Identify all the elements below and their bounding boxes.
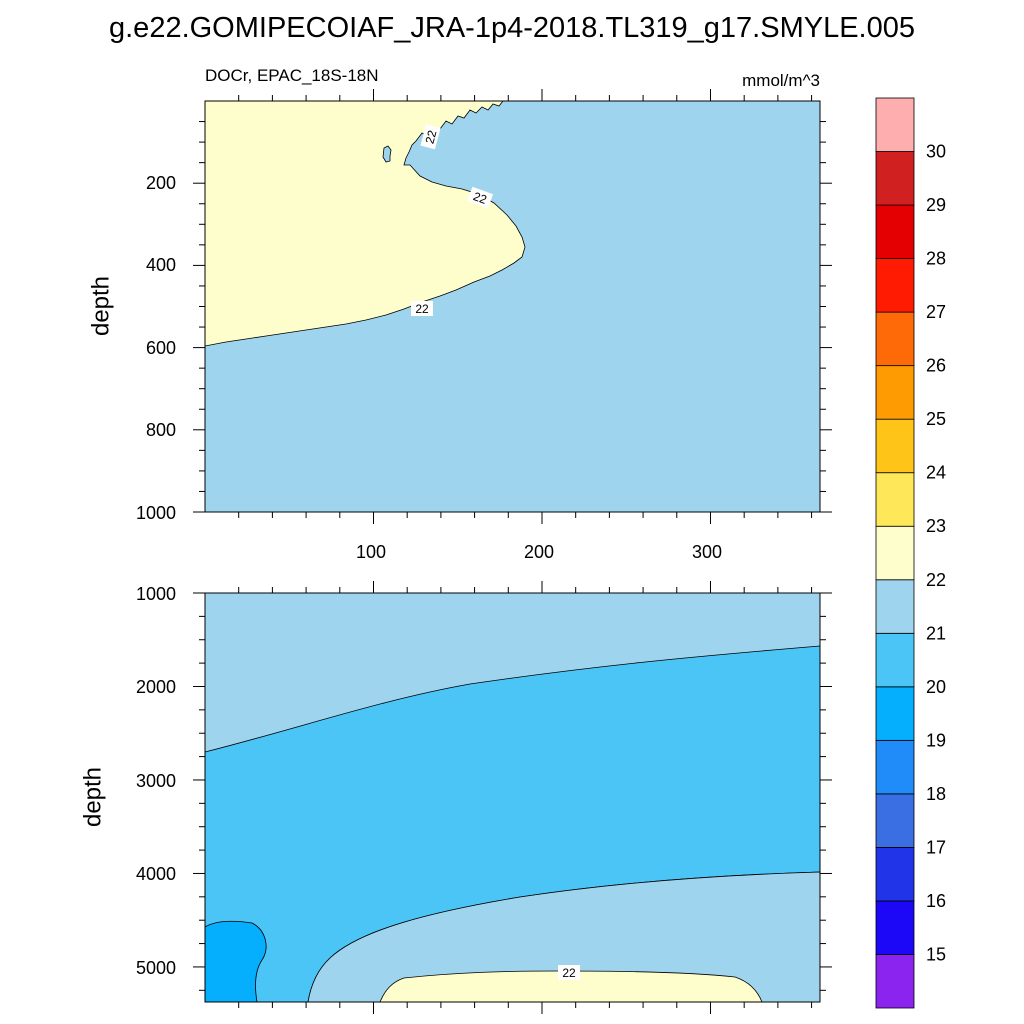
top-x-tick-200: 200	[524, 542, 554, 562]
colorbar-box	[875, 954, 915, 1009]
bottom-y-tick-3000: 3000	[136, 771, 176, 791]
top-y-tick-200: 200	[146, 173, 176, 193]
colorbar-label: 18	[926, 784, 946, 804]
colorbar-label: 30	[926, 142, 946, 162]
top-panel-variable-label: DOCr, EPAC_18S-18N	[205, 66, 379, 85]
colorbar-box	[875, 793, 915, 848]
colorbar-box	[875, 686, 915, 741]
colorbar-box	[875, 97, 915, 152]
bottom-tick-marks	[193, 581, 832, 1014]
svg-text:22: 22	[471, 189, 489, 207]
colorbar-label: 26	[926, 356, 946, 376]
colorbar-box	[875, 900, 915, 955]
bottom-y-tick-5000: 5000	[136, 958, 176, 978]
top-panel-units-label: mmol/m^3	[742, 71, 820, 90]
bottom-region-19	[205, 920, 267, 1002]
top-contour-label-1: 22	[420, 124, 441, 150]
top-region-22	[205, 101, 526, 347]
colorbar-box	[875, 525, 915, 581]
colorbar-label: 25	[926, 409, 946, 429]
colorbar-label: 28	[926, 249, 946, 269]
colorbar-label: 15	[926, 944, 946, 964]
top-x-tick-300: 300	[692, 542, 722, 562]
colorbar-label: 23	[926, 516, 946, 536]
bottom-plot-frame	[204, 592, 821, 1003]
colorbar-box	[875, 579, 915, 634]
top-panel: DOCr, EPAC_18S-18N mmol/m^3 22 22 22 200…	[87, 66, 832, 562]
colorbar-label: 16	[926, 891, 946, 911]
svg-text:22: 22	[562, 966, 576, 980]
top-y-axis-label: depth	[87, 276, 114, 336]
colorbar-label: 24	[926, 463, 946, 483]
bottom-y-axis-label: depth	[79, 767, 106, 827]
figure-title: g.e22.GOMIPECOIAF_JRA-1p4-2018.TL319_g17…	[109, 12, 915, 44]
top-small-blob	[382, 145, 392, 163]
colorbar-box	[875, 632, 915, 688]
top-tick-marks	[193, 89, 832, 524]
colorbar-box	[875, 847, 915, 902]
colorbar-label: 27	[926, 302, 946, 322]
top-y-tick-400: 400	[146, 255, 176, 275]
top-x-tick-100: 100	[356, 542, 386, 562]
svg-text:22: 22	[415, 302, 429, 316]
bottom-panel: 22 1000 2000 3000 4000 5000 depth	[79, 581, 832, 1014]
colorbar-box	[875, 418, 915, 474]
bottom-y-tick-2000: 2000	[136, 677, 176, 697]
colorbar-box	[875, 739, 915, 795]
colorbar-label: 29	[926, 195, 946, 215]
top-y-tick-600: 600	[146, 338, 176, 358]
colorbar-label: 20	[926, 677, 946, 697]
colorbar-label: 19	[926, 730, 946, 750]
colorbar-box	[875, 258, 915, 313]
colorbar-box	[875, 204, 915, 259]
bottom-y-tick-1000: 1000	[136, 584, 176, 604]
top-contour-label-2: 22	[467, 186, 494, 209]
top-contour-label-3: 22	[411, 301, 433, 316]
bottom-contour-label: 22	[558, 965, 580, 980]
top-y-tick-1000: 1000	[136, 503, 176, 523]
svg-text:22: 22	[423, 128, 440, 145]
colorbar-label: 22	[926, 570, 946, 590]
colorbar-label: 17	[926, 837, 946, 857]
colorbar-box	[875, 365, 915, 420]
colorbar-box	[875, 151, 915, 206]
colorbar-box	[875, 472, 915, 527]
colorbar: 15 16 17 18 19 20 21 22 23 24 25 26 27 28 29 30	[875, 97, 946, 1009]
colorbar-box	[875, 311, 915, 367]
top-y-tick-800: 800	[146, 420, 176, 440]
bottom-region-21-lower	[307, 871, 820, 1002]
bottom-y-tick-4000: 4000	[136, 864, 176, 884]
colorbar-label: 21	[926, 623, 946, 643]
